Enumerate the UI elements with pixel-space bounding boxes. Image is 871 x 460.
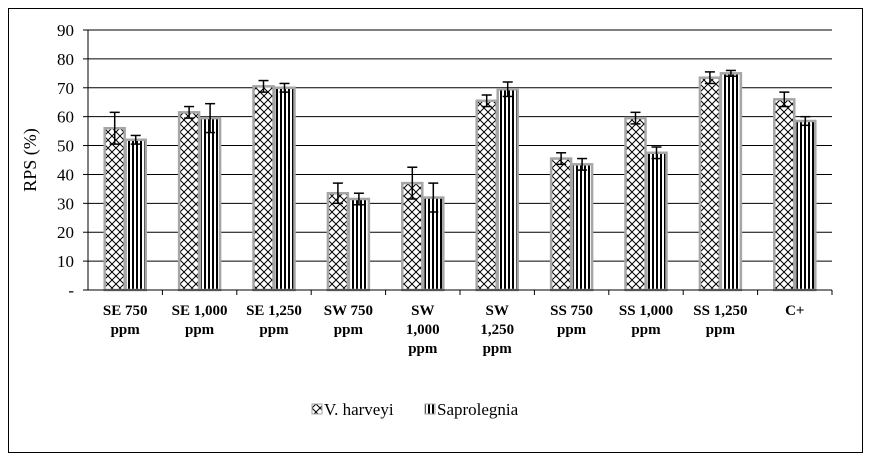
- bar-saprolegnia: [347, 197, 371, 292]
- x-category-label-line: ppm: [111, 322, 141, 338]
- bar-saprolegnia: [273, 86, 296, 292]
- bar-v-harveyi: [103, 126, 126, 292]
- x-category-label: SS 1,250 ppm: [693, 303, 747, 338]
- legend: V. harveyi Saprolegnia: [311, 400, 519, 419]
- x-category-label-line: SS 750: [550, 303, 593, 319]
- y-tick-label: 80: [57, 50, 74, 69]
- x-category-label: SS 1,000 ppm: [619, 303, 673, 338]
- x-category-label-line: 1,250: [480, 322, 514, 338]
- bar-saprolegnia: [570, 163, 594, 292]
- bar-saprolegnia: [198, 116, 222, 292]
- x-category-label: SE 1,250 ppm: [246, 303, 302, 338]
- x-category-label-line: ppm: [631, 322, 661, 338]
- x-category-label: C+: [785, 303, 804, 319]
- bar-v-harveyi: [252, 85, 275, 292]
- y-tick-label: 40: [57, 165, 74, 184]
- bar-v-harveyi: [475, 99, 498, 292]
- y-tick-label: 50: [57, 137, 74, 156]
- x-category-label: SE 1,000 ppm: [172, 303, 228, 338]
- bar-v-harveyi: [773, 98, 796, 292]
- x-category-label-line: SE 1,000: [172, 303, 228, 319]
- bar-saprolegnia: [124, 138, 147, 292]
- y-tick-label: 20: [57, 223, 74, 242]
- x-category-label: SW 1,000 ppm: [406, 303, 440, 357]
- legend-swatch-v-harveyi: [311, 403, 323, 415]
- legend-label-saprolegnia: Saprolegnia: [437, 400, 519, 419]
- bar-saprolegnia: [794, 119, 817, 292]
- x-category-label-line: ppm: [334, 322, 364, 338]
- bar-v-harveyi: [698, 76, 722, 292]
- x-category-label-line: ppm: [557, 322, 587, 338]
- x-category-label-line: C+: [785, 303, 804, 319]
- x-category-label-line: ppm: [408, 341, 438, 357]
- x-category-label-line: ppm: [483, 341, 513, 357]
- x-category-label-line: SW: [486, 303, 509, 319]
- legend-swatch-saprolegnia: [424, 403, 436, 415]
- bar-layer: [103, 69, 817, 292]
- y-tick-label: 10: [57, 252, 74, 271]
- x-category-label-line: SS 1,000: [619, 303, 673, 319]
- y-tick-label: 70: [57, 79, 74, 98]
- x-category-label-line: SS 1,250: [693, 303, 747, 319]
- x-category-label: SE 750 ppm: [103, 303, 148, 338]
- y-tick-label: 30: [57, 194, 74, 213]
- bar-v-harveyi: [177, 111, 201, 292]
- bar-saprolegnia: [496, 87, 519, 292]
- x-category-label-line: 1,000: [406, 322, 440, 338]
- bar-saprolegnia: [719, 72, 743, 292]
- x-category-label-line: ppm: [185, 322, 215, 338]
- x-category-label-line: SW: [411, 303, 434, 319]
- y-axis-title: RPS (%): [20, 128, 41, 192]
- y-tick-label: 90: [57, 21, 74, 40]
- x-category-label: SW 750 ppm: [324, 303, 373, 338]
- axis-layer: [83, 29, 833, 295]
- x-category-label-line: ppm: [706, 322, 736, 338]
- x-category-label-line: SW 750: [324, 303, 373, 319]
- x-category-label-line: SE 750: [103, 303, 148, 319]
- bar-saprolegnia: [645, 151, 668, 292]
- y-tick-label: 60: [57, 108, 74, 127]
- bar-v-harveyi: [624, 116, 647, 292]
- bar-v-harveyi: [549, 157, 573, 292]
- y-tick-label: -: [68, 281, 74, 300]
- bar-v-harveyi: [326, 191, 350, 292]
- x-category-label-line: SE 1,250: [246, 303, 302, 319]
- x-category-label-line: ppm: [259, 322, 289, 338]
- legend-label-v-harveyi: V. harveyi: [324, 400, 394, 419]
- x-category-label: SW 1,250 ppm: [480, 303, 514, 357]
- x-category-label: SS 750 ppm: [550, 303, 593, 338]
